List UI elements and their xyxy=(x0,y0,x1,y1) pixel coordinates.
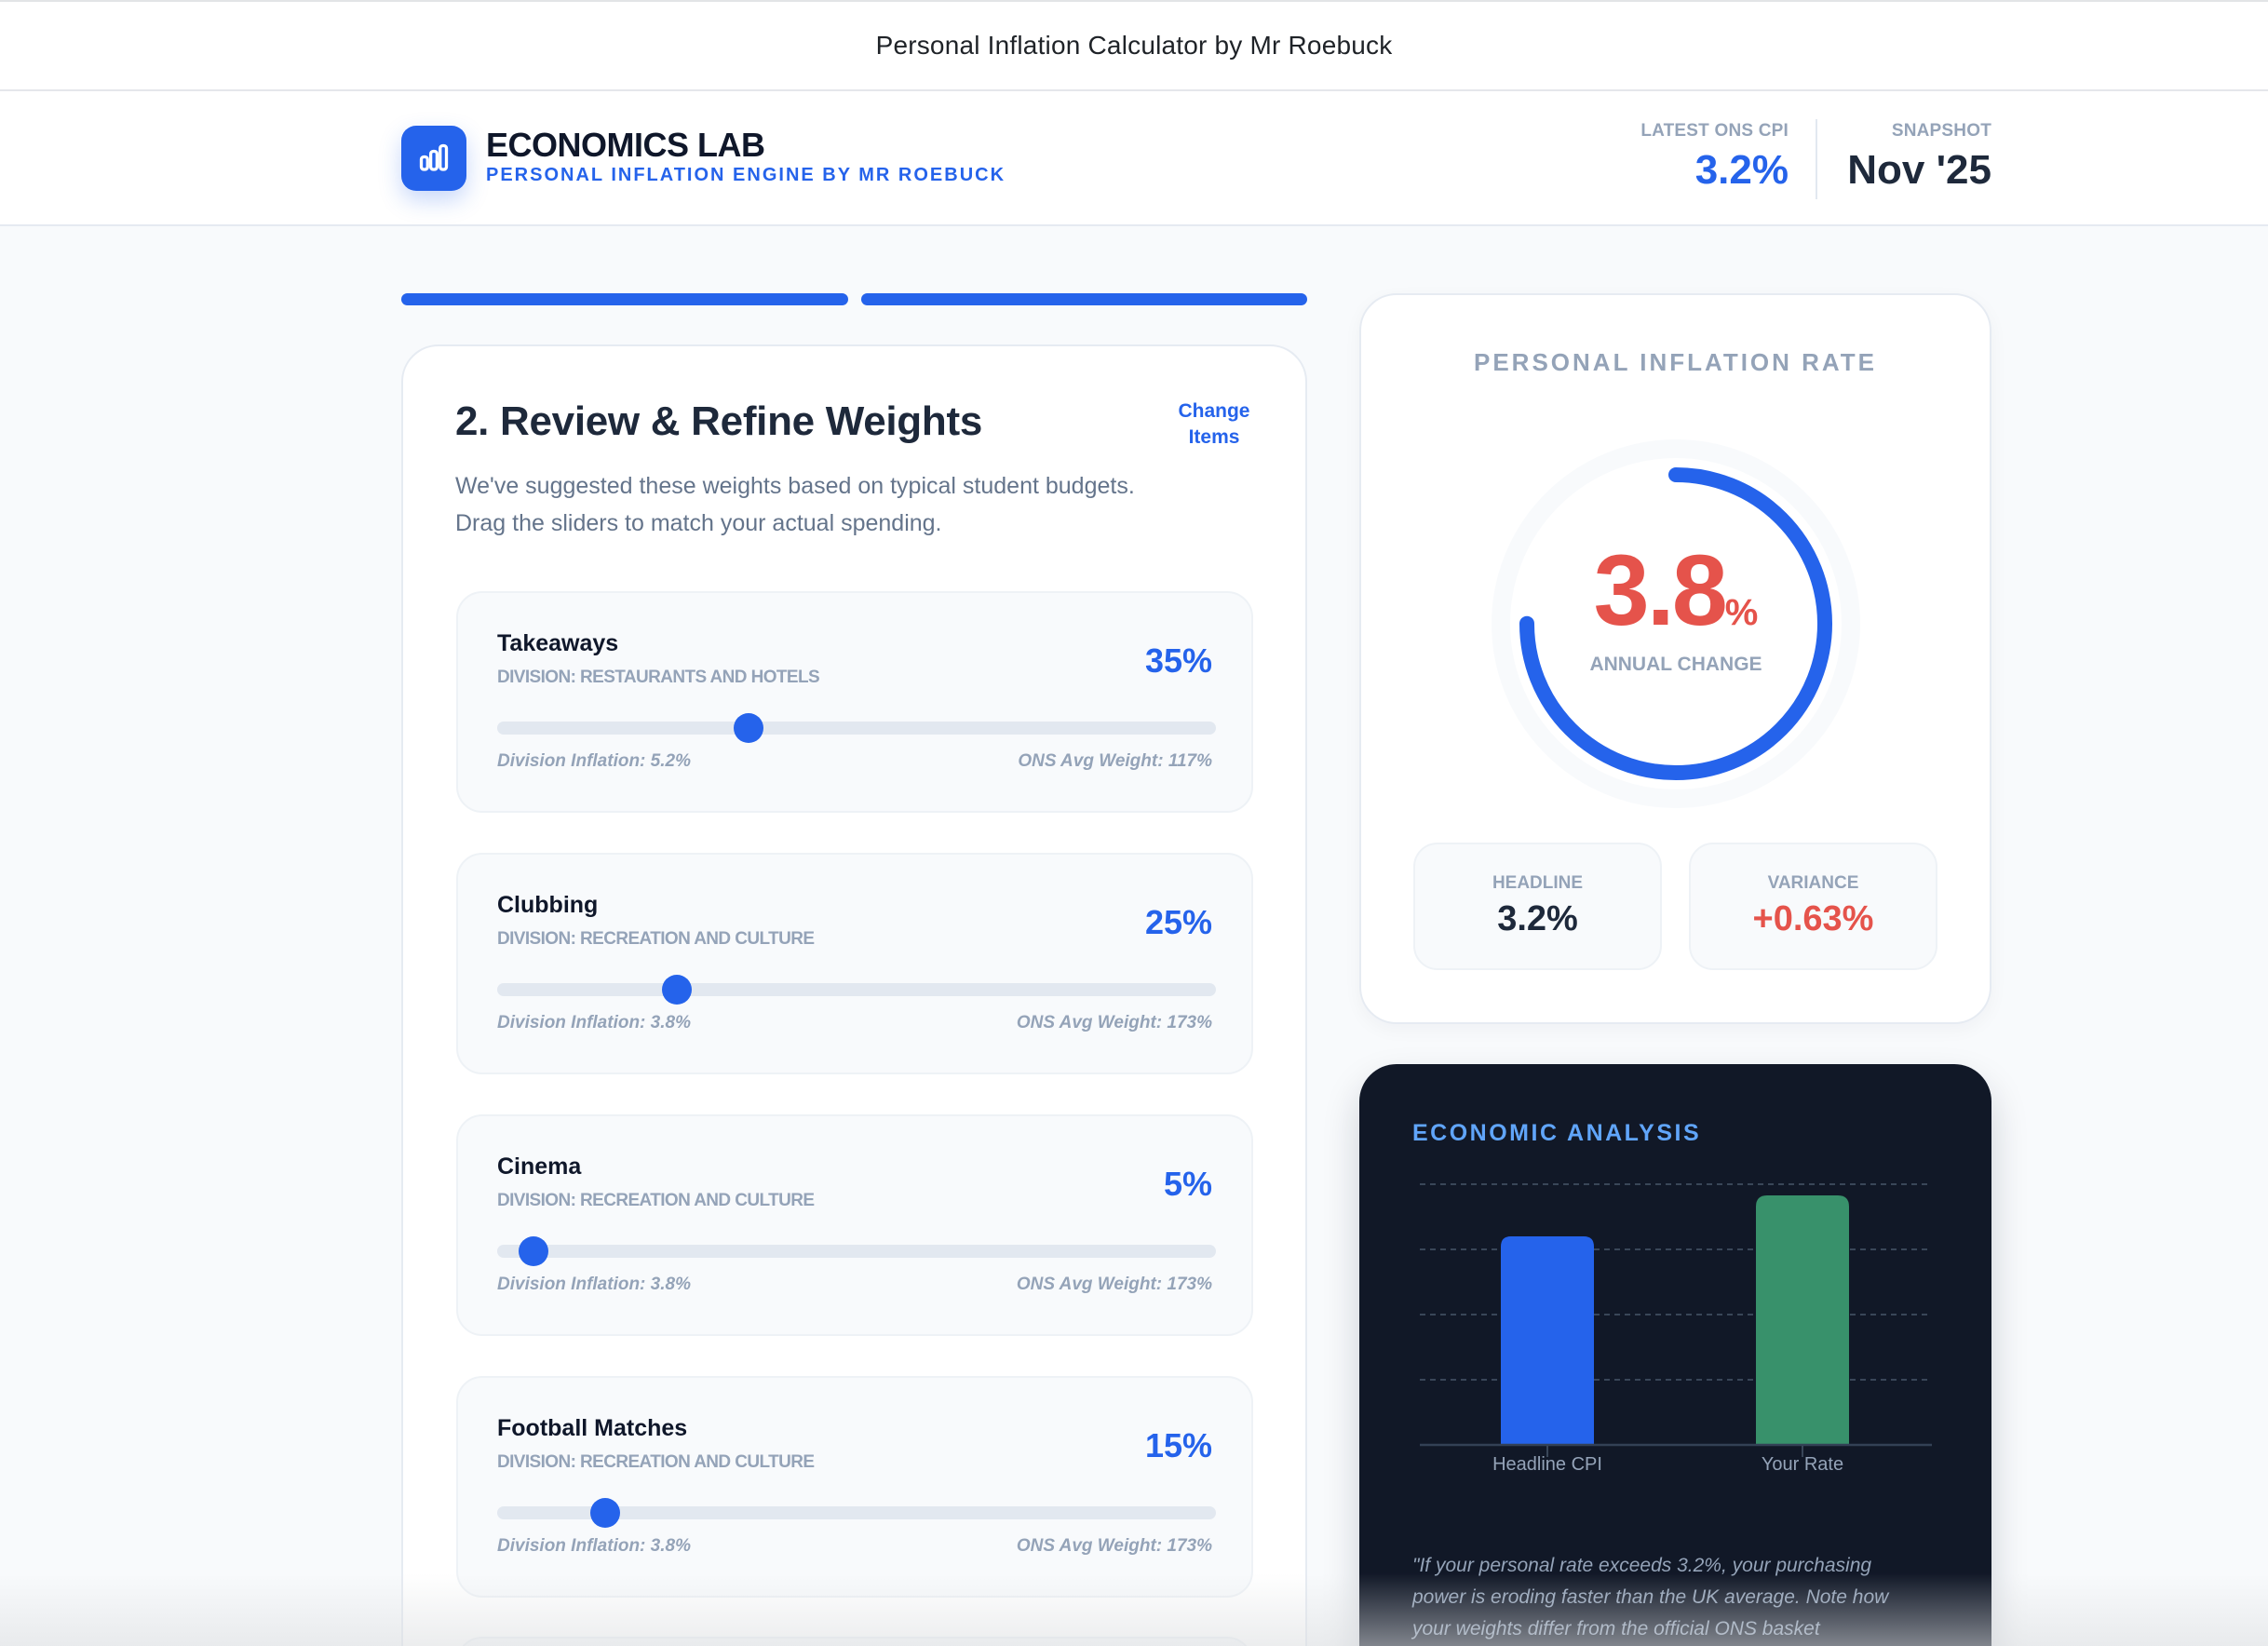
personal-rate-value: 3.8% xyxy=(1490,540,1862,641)
slider-thumb[interactable] xyxy=(518,1236,548,1266)
ons-avg-weight: ONS Avg Weight: 173% xyxy=(1016,1013,1212,1032)
x-label-your-rate: Your Rate xyxy=(1761,1454,1844,1475)
brand-name: ECONOMICS LAB xyxy=(486,126,765,164)
weights-card-title: 2. Review & Refine Weights xyxy=(455,398,982,444)
division-inflation: Division Inflation: 3.8% xyxy=(497,1536,691,1556)
quote-line-2: power is eroding faster than the UK aver… xyxy=(1412,1586,1889,1608)
slider-thumb[interactable] xyxy=(589,1498,620,1528)
window-title: Personal Inflation Calculator by Mr Roeb… xyxy=(875,31,1393,60)
variance-stat: VARIANCE +0.63% xyxy=(1689,843,1937,970)
weight-slider[interactable] xyxy=(497,1498,1216,1528)
item-name: Football Matches xyxy=(497,1415,688,1441)
item-weight-value: 5% xyxy=(1163,1165,1212,1203)
rate-display: 3.8% ANNUAL CHANGE xyxy=(1490,540,1862,676)
analysis-title: ECONOMIC ANALYSIS xyxy=(1412,1120,1702,1146)
headline-label: HEADLINE xyxy=(1492,873,1584,893)
item-division: DIVISION: RESTAURANTS AND HOTELS xyxy=(497,668,820,687)
weight-item-clubbing: Clubbing DIVISION: RECREATION AND CULTUR… xyxy=(456,853,1253,1074)
comparison-bar-chart xyxy=(1420,1183,1932,1457)
bar-chart-icon xyxy=(419,143,449,171)
division-inflation: Division Inflation: 3.8% xyxy=(497,1013,691,1032)
analysis-quote: "If your personal rate exceeds 3.2%, you… xyxy=(1412,1550,1962,1645)
latest-cpi-value: 3.2% xyxy=(1694,147,1789,193)
rate-gauge xyxy=(1492,439,1860,808)
division-inflation: Division Inflation: 5.2% xyxy=(497,751,691,771)
weight-item-cinema: Cinema DIVISION: RECREATION AND CULTURE … xyxy=(456,1114,1253,1336)
weight-slider[interactable] xyxy=(497,975,1216,1005)
variance-label: VARIANCE xyxy=(1767,873,1859,893)
description-line-2: Drag the sliders to match your actual sp… xyxy=(455,510,942,536)
latest-cpi-stat: LATEST ONS CPI 3.2% xyxy=(1640,121,1789,194)
item-weight-value: 15% xyxy=(1144,1426,1212,1464)
change-items-label-line2: Items xyxy=(1188,426,1240,448)
item-name: Clubbing xyxy=(497,892,599,918)
weight-item-football-matches: Football Matches DIVISION: RECREATION AN… xyxy=(456,1376,1253,1598)
bar-your-rate xyxy=(1756,1195,1849,1445)
progress-step-1 xyxy=(401,293,848,305)
slider-thumb[interactable] xyxy=(734,713,764,743)
item-weight-value: 35% xyxy=(1144,641,1212,680)
headline-value: 3.2% xyxy=(1497,899,1578,938)
weight-slider[interactable] xyxy=(497,1236,1216,1266)
header-divider xyxy=(1816,119,1817,199)
rate-unit: % xyxy=(1724,592,1759,633)
item-division: DIVISION: RECREATION AND CULTURE xyxy=(497,1452,815,1472)
brand-subtitle: PERSONAL INFLATION ENGINE BY MR ROEBUCK xyxy=(486,165,1006,185)
logo xyxy=(401,126,466,191)
progress-step-2 xyxy=(861,293,1307,305)
latest-cpi-label: LATEST ONS CPI xyxy=(1640,121,1789,141)
bar-headline-cpi xyxy=(1501,1236,1594,1445)
change-items-button[interactable]: Change Items xyxy=(1159,398,1269,451)
snapshot-value: Nov '25 xyxy=(1847,147,1991,193)
change-items-label-line1: Change xyxy=(1178,400,1250,422)
rate-sublabel: ANNUAL CHANGE xyxy=(1589,654,1762,675)
economic-analysis-card xyxy=(1359,1064,1991,1646)
weight-item-partial xyxy=(456,1637,1253,1646)
item-division: DIVISION: RECREATION AND CULTURE xyxy=(497,1191,815,1210)
ons-avg-weight: ONS Avg Weight: 173% xyxy=(1016,1536,1212,1556)
item-name: Cinema xyxy=(497,1154,582,1180)
description-line-1: We've suggested these weights based on t… xyxy=(455,473,1135,499)
ons-avg-weight: ONS Avg Weight: 173% xyxy=(1016,1275,1212,1294)
window-title-bar: Personal Inflation Calculator by Mr Roeb… xyxy=(0,0,2268,91)
item-division: DIVISION: RECREATION AND CULTURE xyxy=(497,929,815,949)
snapshot-stat: SNAPSHOT Nov '25 xyxy=(1847,121,1991,194)
snapshot-label: SNAPSHOT xyxy=(1891,121,1991,141)
headline-stat: HEADLINE 3.2% xyxy=(1413,843,1662,970)
x-label-headline-cpi: Headline CPI xyxy=(1492,1454,1602,1475)
ons-avg-weight: ONS Avg Weight: 117% xyxy=(1018,751,1212,771)
item-name: Takeaways xyxy=(497,630,619,656)
rate-card-title: PERSONAL INFLATION RATE xyxy=(1474,348,1877,376)
weights-card-description: We've suggested these weights based on t… xyxy=(455,467,1219,542)
division-inflation: Division Inflation: 3.8% xyxy=(497,1275,691,1294)
weight-slider[interactable] xyxy=(497,713,1216,743)
quote-line-3: your weights differ from the official ON… xyxy=(1412,1618,1820,1639)
slider-thumb[interactable] xyxy=(662,975,692,1005)
quote-line-1: "If your personal rate exceeds 3.2%, you… xyxy=(1412,1555,1872,1576)
variance-value: +0.63% xyxy=(1752,899,1874,938)
app-header xyxy=(0,91,2268,226)
weight-item-takeaways: Takeaways DIVISION: RESTAURANTS AND HOTE… xyxy=(456,591,1253,813)
item-weight-value: 25% xyxy=(1144,903,1212,941)
rate-number: 3.8 xyxy=(1593,533,1728,646)
